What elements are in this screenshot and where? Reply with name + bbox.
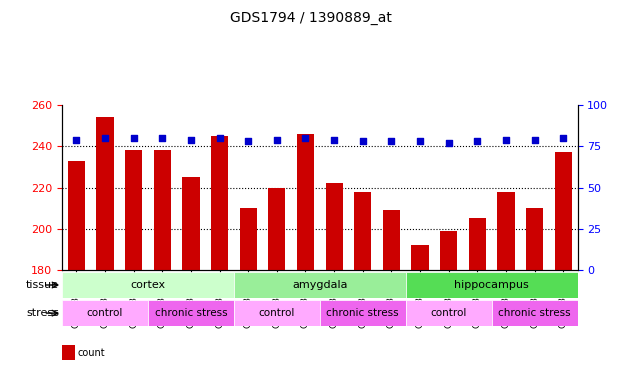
FancyBboxPatch shape	[492, 300, 578, 326]
Text: chronic stress: chronic stress	[327, 308, 399, 318]
FancyBboxPatch shape	[406, 300, 492, 326]
Point	[530, 136, 540, 142]
Point	[558, 135, 568, 141]
Bar	[497, 192, 515, 270]
FancyBboxPatch shape	[234, 272, 406, 298]
Bar	[240, 208, 257, 270]
Point	[215, 135, 225, 141]
Point	[329, 136, 339, 142]
Bar	[297, 134, 314, 270]
FancyBboxPatch shape	[320, 300, 406, 326]
Text: control: control	[430, 308, 467, 318]
FancyBboxPatch shape	[234, 300, 320, 326]
Bar	[555, 152, 572, 270]
Bar	[383, 210, 400, 270]
FancyBboxPatch shape	[62, 272, 234, 298]
FancyBboxPatch shape	[62, 300, 148, 326]
Text: control: control	[87, 308, 123, 318]
Bar	[325, 183, 343, 270]
Text: tissue: tissue	[26, 280, 59, 290]
Bar	[96, 117, 114, 270]
Text: amygdala: amygdala	[292, 280, 348, 290]
Bar	[268, 188, 286, 270]
Point	[443, 140, 453, 146]
Point	[301, 135, 310, 141]
FancyBboxPatch shape	[148, 300, 234, 326]
Point	[243, 138, 253, 144]
Bar	[154, 150, 171, 270]
Point	[71, 136, 81, 142]
Bar	[125, 150, 142, 270]
Text: count: count	[78, 348, 105, 357]
Point	[272, 136, 282, 142]
Point	[386, 138, 396, 144]
Point	[415, 138, 425, 144]
Bar	[183, 177, 199, 270]
Point	[129, 135, 138, 141]
Text: hippocampus: hippocampus	[454, 280, 529, 290]
Point	[473, 138, 483, 144]
Bar	[412, 245, 428, 270]
FancyBboxPatch shape	[406, 272, 578, 298]
Text: stress: stress	[26, 308, 59, 318]
Bar	[440, 231, 457, 270]
Text: chronic stress: chronic stress	[155, 308, 227, 318]
Bar	[526, 208, 543, 270]
Bar	[469, 218, 486, 270]
Text: control: control	[259, 308, 295, 318]
Point	[100, 135, 110, 141]
Bar	[354, 192, 371, 270]
Point	[157, 135, 167, 141]
Text: GDS1794 / 1390889_at: GDS1794 / 1390889_at	[230, 11, 391, 25]
Bar	[68, 160, 85, 270]
Text: cortex: cortex	[130, 280, 166, 290]
Point	[358, 138, 368, 144]
Bar	[211, 136, 228, 270]
Text: chronic stress: chronic stress	[498, 308, 571, 318]
Point	[501, 136, 511, 142]
Point	[186, 136, 196, 142]
